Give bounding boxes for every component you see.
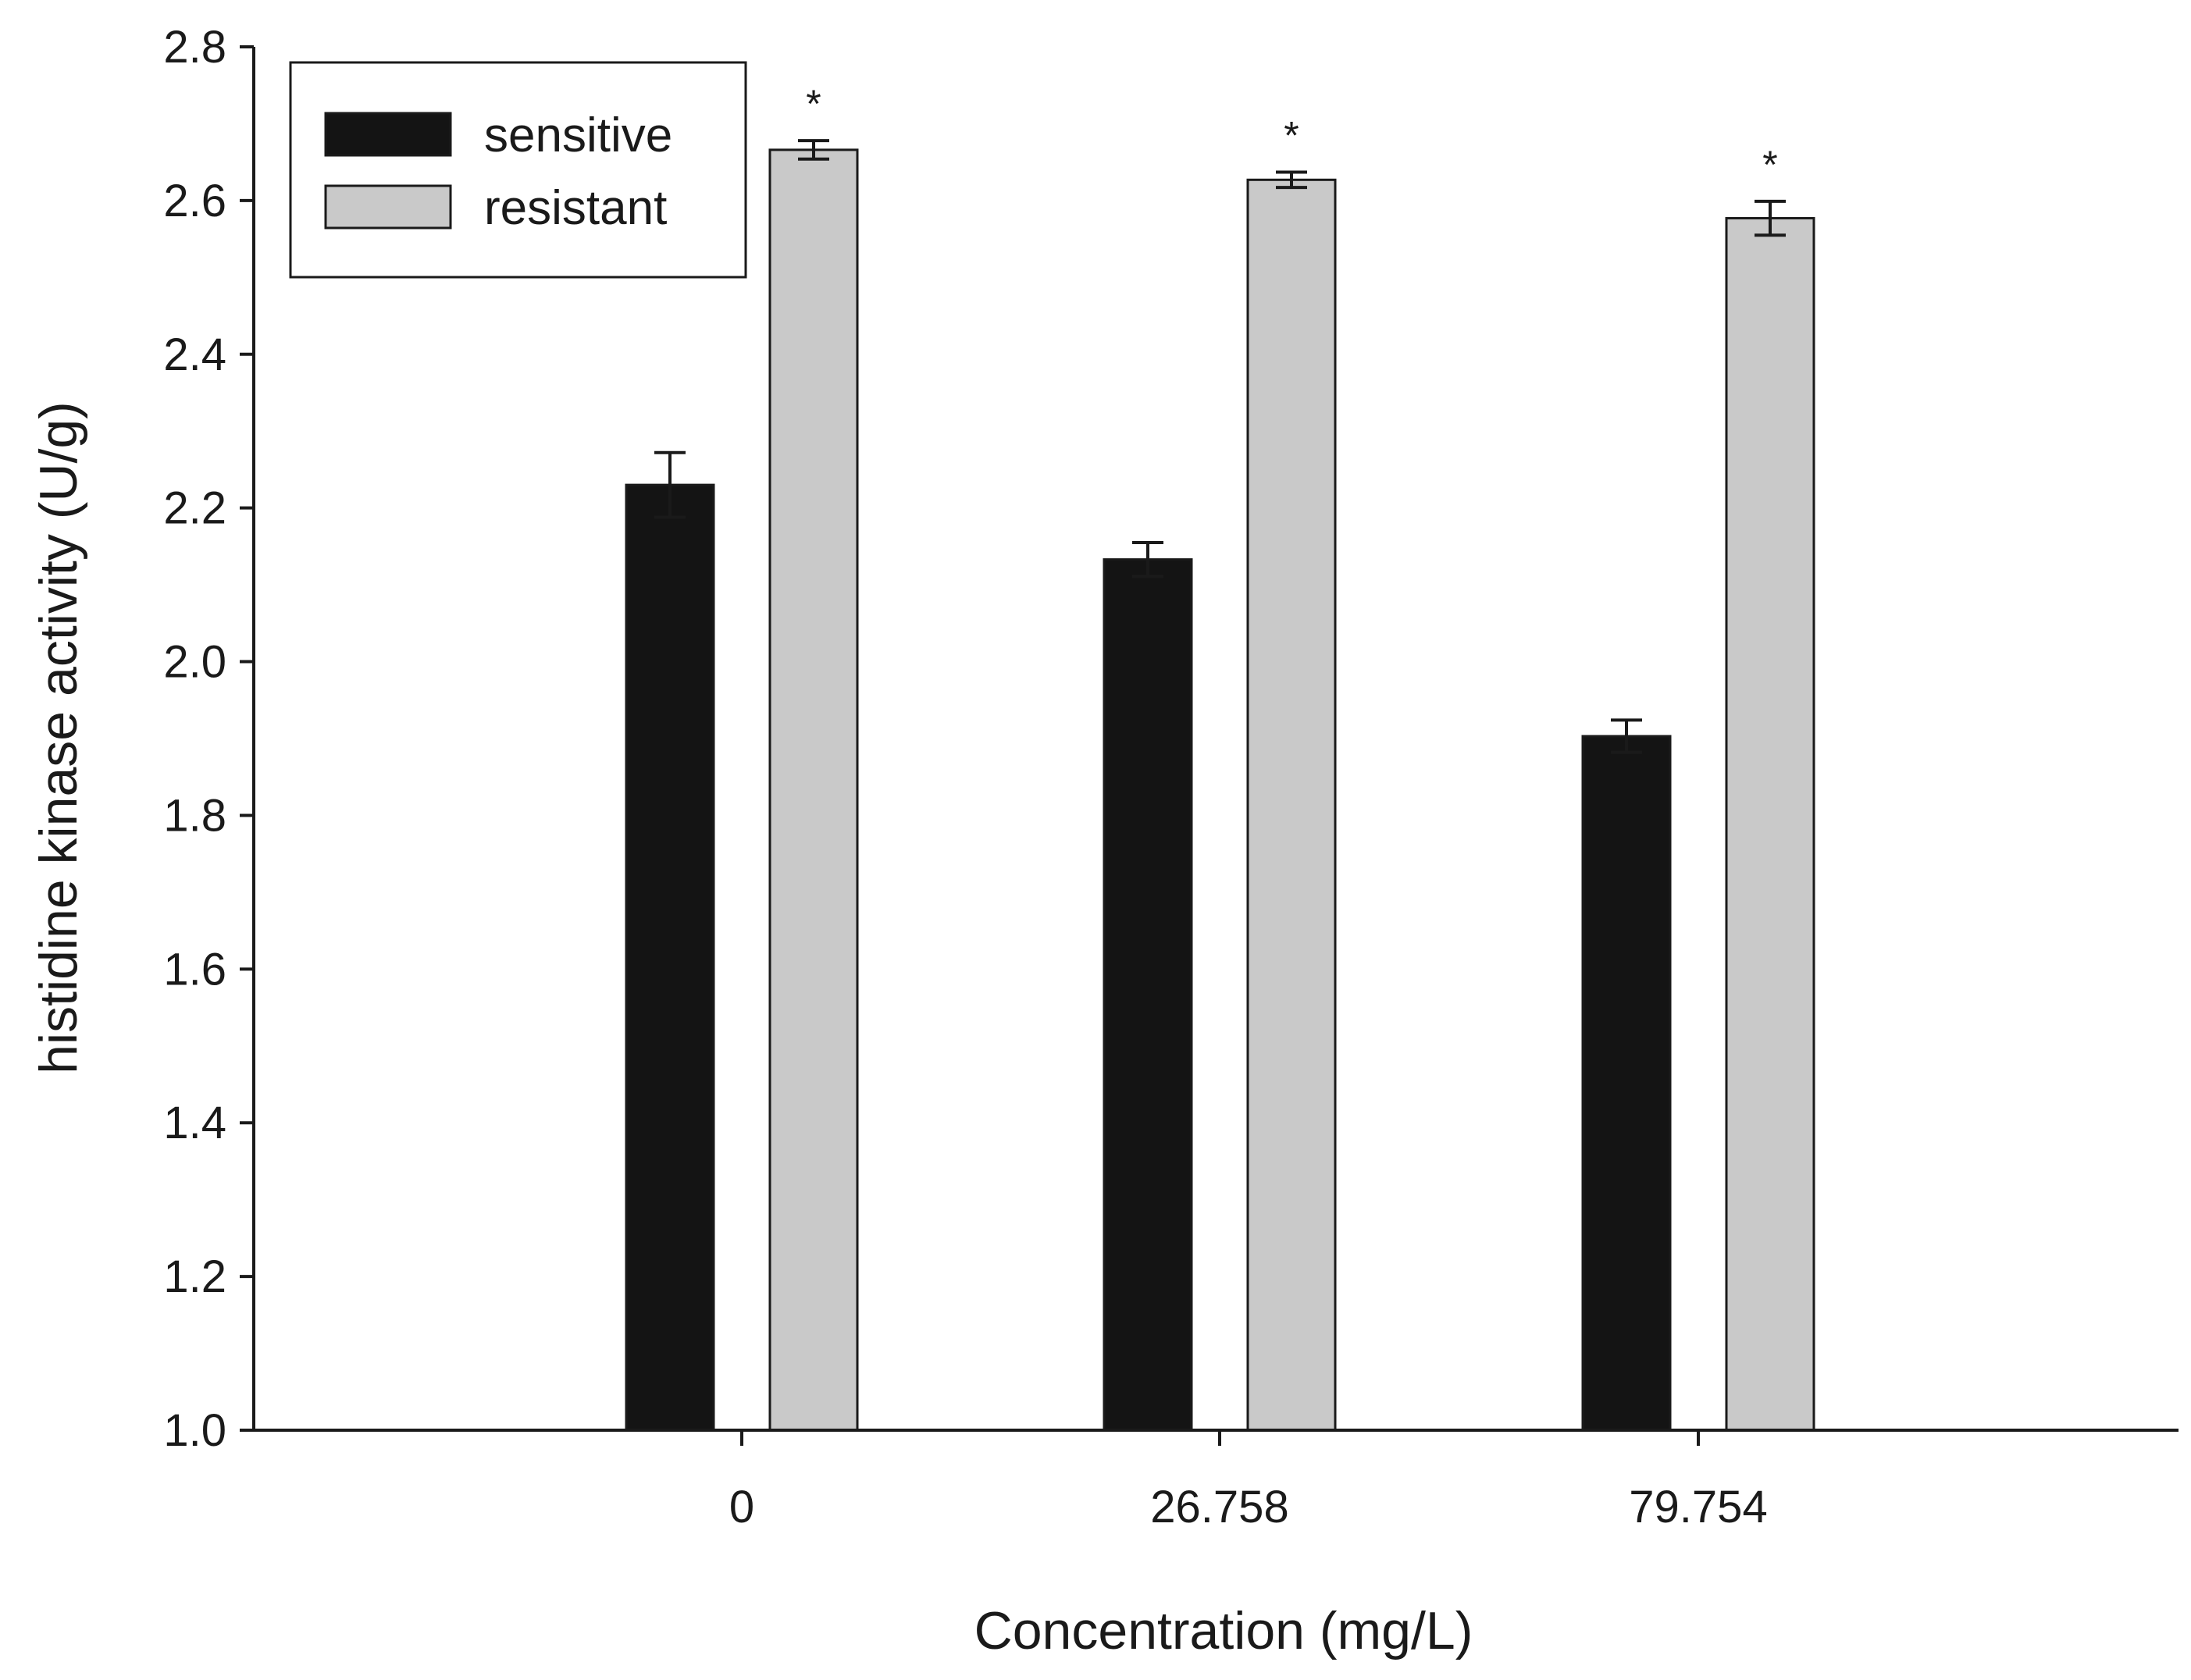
legend-label-resistant: resistant (484, 181, 667, 235)
y-tick-label-1.4: 1.4 (163, 1098, 226, 1148)
x-tick-label-26.758: 26.758 (1150, 1482, 1288, 1532)
legend: sensitive resistant (289, 61, 747, 279)
legend-swatch-resistant (324, 184, 452, 230)
y-tick-label-2.8: 2.8 (163, 22, 226, 73)
y-tick-label-1.0: 1.0 (163, 1405, 226, 1456)
y-axis-title: histidine kinase activity (U/g) (29, 401, 88, 1074)
y-tick-label-1.6: 1.6 (163, 944, 226, 995)
bar-sensitive-79.754 (1581, 735, 1672, 1432)
y-tick-label-2.0: 2.0 (163, 637, 226, 688)
y-ticks: 1.0 1.2 1.4 1.6 1.8 2.0 2.2 2.4 2.6 2.8 (163, 22, 254, 1456)
bar-resistant-79.754 (1725, 217, 1815, 1432)
bar-sensitive-0 (625, 483, 715, 1432)
x-axis-title: Concentration (mg/L) (974, 1601, 1473, 1660)
legend-label-sensitive: sensitive (484, 109, 672, 162)
x-tick-label-79.754: 79.754 (1629, 1482, 1767, 1532)
y-tick-label-2.4: 2.4 (163, 329, 226, 380)
bars-layer: * * * (625, 82, 1815, 1432)
bar-resistant-26.758 (1246, 178, 1337, 1432)
y-tick-label-2.6: 2.6 (163, 176, 226, 226)
legend-box (289, 61, 747, 279)
legend-swatch-sensitive (324, 112, 452, 157)
x-tick-label-0: 0 (729, 1482, 754, 1532)
x-ticks: 0 26.758 79.754 (729, 1430, 1768, 1532)
y-tick-label-1.8: 1.8 (163, 790, 226, 841)
y-tick-label-1.2: 1.2 (163, 1251, 226, 1302)
axes-layer (252, 47, 2179, 1432)
bar-sensitive-26.758 (1103, 558, 1193, 1432)
significance-marker-0: * (806, 82, 821, 126)
y-tick-label-2.2: 2.2 (163, 483, 226, 534)
significance-marker-79.754: * (1762, 143, 1777, 187)
significance-marker-26.758: * (1284, 113, 1299, 157)
bar-resistant-0 (768, 148, 859, 1432)
